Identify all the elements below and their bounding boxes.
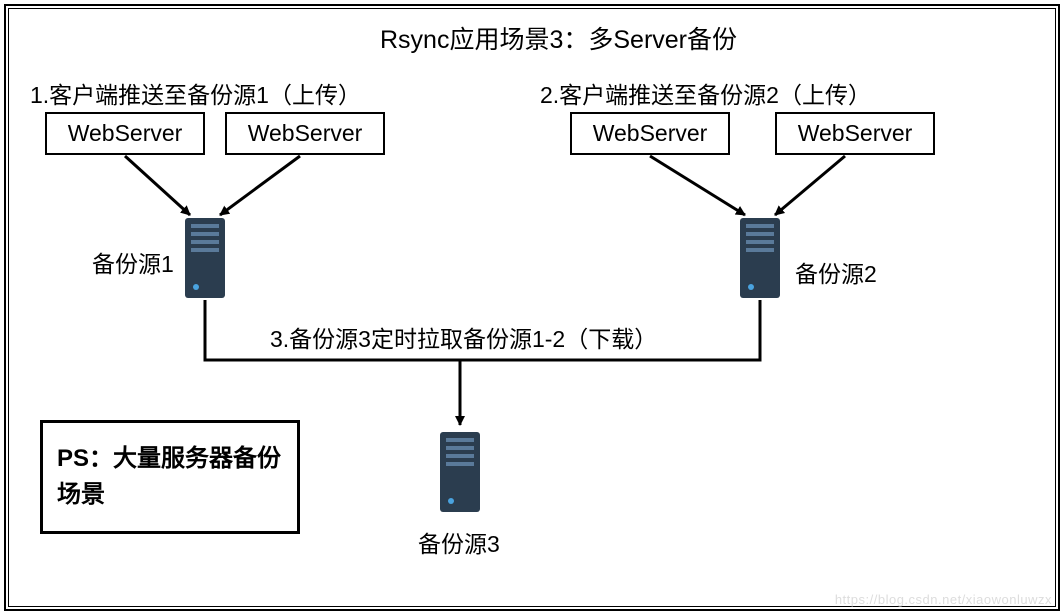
server-1-label: 备份源1 <box>92 245 174 279</box>
webserver-box-1: WebServer <box>45 112 205 155</box>
webserver-box-4: WebServer <box>775 112 935 155</box>
server-3-icon <box>440 432 480 512</box>
step3-label: 3.备份源3定时拉取备份源1-2（下载） <box>270 320 657 354</box>
server-2-label: 备份源2 <box>795 255 877 289</box>
step1-label: 1.客户端推送至备份源1（上传） <box>30 76 361 110</box>
server-2-icon <box>740 218 780 298</box>
watermark-text: https://blog.csdn.net/xiaowonluwzx <box>835 592 1052 607</box>
webserver-box-3: WebServer <box>570 112 730 155</box>
server-3-label: 备份源3 <box>418 525 500 559</box>
webserver-box-2: WebServer <box>225 112 385 155</box>
ps-note-box: PS：大量服务器备份场景 <box>40 420 300 534</box>
server-1-icon <box>185 218 225 298</box>
ps-note-text: PS：大量服务器备份场景 <box>57 441 283 513</box>
step2-label: 2.客户端推送至备份源2（上传） <box>540 76 871 110</box>
diagram-title: Rsync应用场景3：多Server备份 <box>380 20 737 56</box>
